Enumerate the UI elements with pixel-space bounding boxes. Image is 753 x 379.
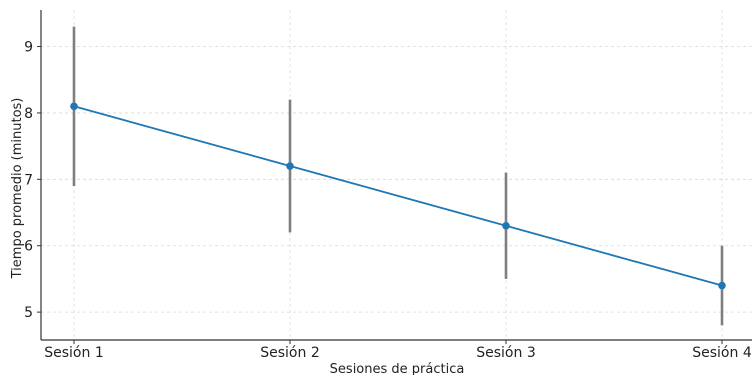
data-point [70, 102, 78, 110]
x-tick-label: Sesión 2 [260, 345, 319, 361]
y-tick-label: 5 [24, 305, 33, 321]
axes [41, 10, 752, 340]
grid [41, 10, 752, 340]
series [74, 106, 722, 285]
data-point [502, 222, 510, 230]
x-tick-label: Sesión 1 [44, 345, 103, 361]
series-line [74, 106, 722, 285]
x-axis-label: Sesiones de práctica [330, 362, 465, 375]
y-tick-label: 8 [24, 106, 33, 122]
data-point [718, 282, 726, 290]
x-tick-label: Sesión 3 [476, 345, 535, 361]
y-axis-label: Tiempo promedio (minutos) [10, 98, 25, 280]
x-tick-label: Sesión 4 [692, 345, 752, 361]
tick-labels: 5 6 7 8 9 Sesión 1 Sesión 2 Sesión 3 Sesión 4 [24, 40, 752, 361]
y-tick-label: 7 [24, 172, 33, 188]
y-tick-label: 6 [24, 239, 33, 255]
error-bars [74, 27, 722, 326]
data-point [286, 162, 294, 170]
y-tick-label: 9 [24, 40, 33, 56]
